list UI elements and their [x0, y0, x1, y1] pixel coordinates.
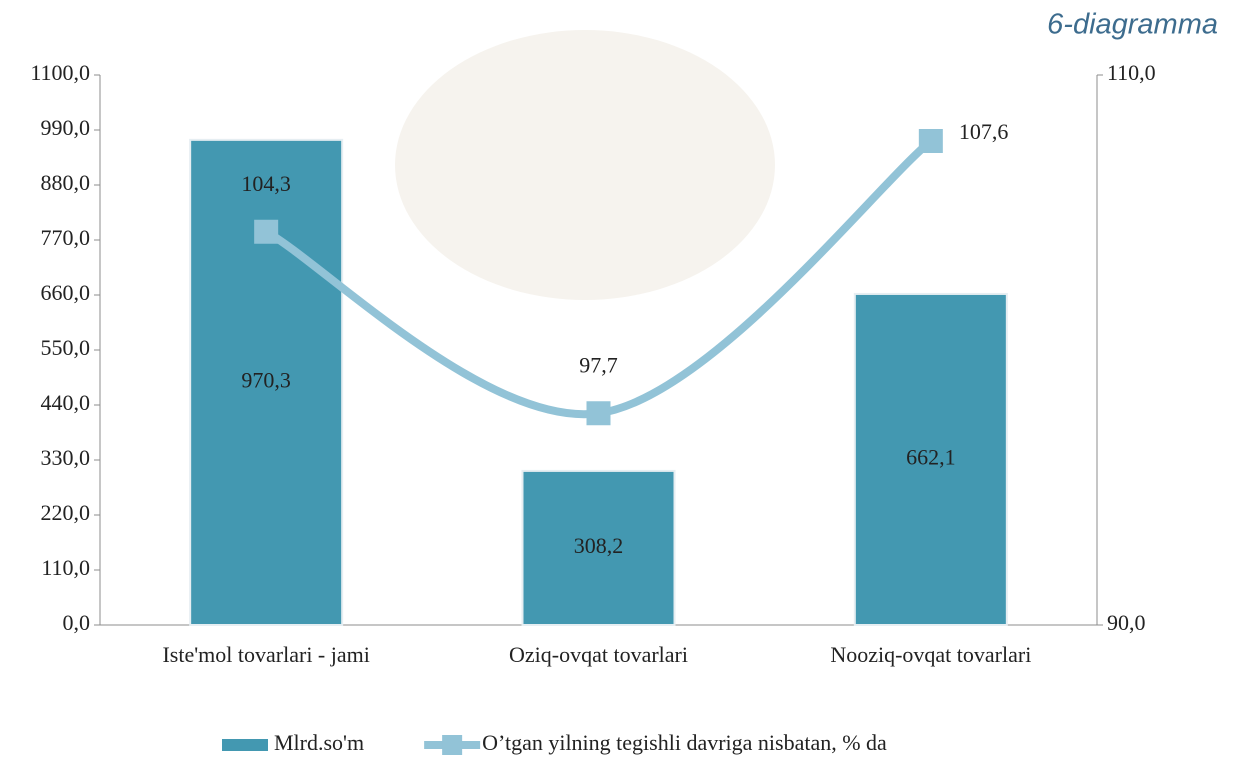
y-tick-label: 660,0	[41, 280, 91, 305]
y-tick-label: 0,0	[63, 610, 91, 635]
y-tick-label: 110,0	[41, 555, 90, 580]
y-tick-label: 220,0	[41, 500, 91, 525]
y-tick-label: 990,0	[41, 115, 91, 140]
y-tick-label: 1100,0	[30, 60, 90, 85]
y-tick-label: 770,0	[41, 225, 91, 250]
line-label: 107,6	[959, 119, 1009, 144]
x-tick-label: Iste'mol tovarlari - jami	[162, 642, 369, 667]
line-label: 104,3	[241, 171, 291, 196]
x-tick-label: Nooziq-ovqat tovarlari	[830, 642, 1031, 667]
line-label: 97,7	[579, 352, 618, 377]
y-tick-label: 550,0	[41, 335, 91, 360]
y2-tick-label: 90,0	[1107, 610, 1146, 635]
picture-backdrop	[395, 30, 775, 300]
legend-marker	[442, 735, 463, 755]
legend-label: O’tgan yilning tegishli davriga nisbatan…	[482, 730, 887, 755]
bar-label: 970,3	[241, 367, 291, 392]
x-tick-label: Oziq-ovqat tovarlari	[509, 642, 688, 667]
line-marker	[918, 129, 943, 153]
legend-label: Mlrd.so'm	[274, 730, 364, 755]
bar	[521, 469, 676, 626]
line-marker	[254, 219, 279, 244]
chart-title: 6-diagramma	[1047, 9, 1218, 41]
y-tick-label: 880,0	[41, 170, 91, 195]
bar-label: 662,1	[906, 445, 956, 470]
line-marker	[586, 401, 611, 426]
y-tick-label: 330,0	[41, 445, 91, 470]
y2-tick-label: 110,0	[1107, 60, 1156, 85]
bar	[853, 292, 1008, 626]
y-tick-label: 440,0	[41, 390, 91, 415]
bar-label: 308,2	[574, 533, 624, 558]
legend-swatch	[222, 739, 268, 751]
